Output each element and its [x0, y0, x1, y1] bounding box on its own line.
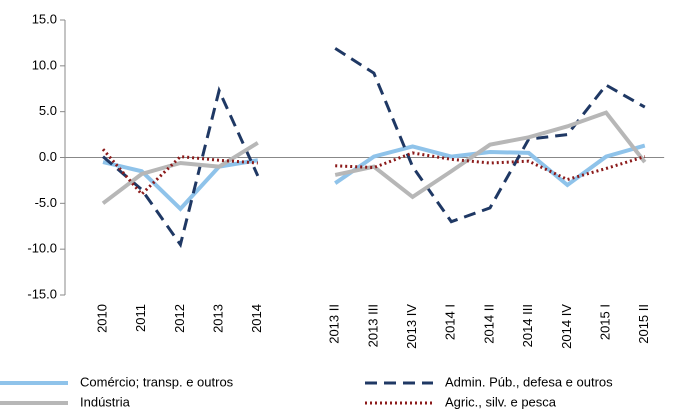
y-tick-label: -10.0 [27, 241, 57, 256]
legend-label: Indústria [80, 394, 131, 409]
y-tick-label: -15.0 [27, 286, 57, 301]
x-tick-label: 2010 [94, 304, 109, 333]
x-tick-label: 2013 [211, 304, 226, 333]
series-line [102, 47, 646, 249]
series-line [101, 148, 646, 197]
legend-label: Admin. Púb., defesa e outros [445, 374, 613, 389]
x-tick-label: 2014 I [443, 304, 458, 340]
x-tick-label: 2015 II [636, 304, 651, 344]
series-line [102, 143, 646, 212]
y-tick-label: 5.0 [39, 103, 57, 118]
x-tick-label: 2014 II [481, 304, 496, 344]
x-tick-label: 2014 III [520, 304, 535, 347]
x-tick-label: 2013 II [327, 304, 342, 344]
x-tick-label: 2012 [172, 304, 187, 333]
legend-label: Comércio; transp. e outros [80, 374, 234, 389]
x-tick-label: 2013 IV [404, 304, 419, 349]
series-line [101, 110, 647, 205]
y-tick-label: 10.0 [32, 57, 57, 72]
x-tick-label: 2014 [249, 304, 264, 333]
x-tick-label: 2014 IV [559, 304, 574, 349]
y-tick-label: 15.0 [32, 11, 57, 26]
x-tick-label: 2015 I [598, 304, 613, 340]
y-tick-label: -5.0 [35, 195, 57, 210]
y-tick-label: 0.0 [39, 149, 57, 164]
x-tick-label: 2013 III [365, 304, 380, 347]
x-tick-label: 2011 [133, 304, 148, 332]
legend-label: Agric., silv. e pesca [445, 394, 557, 409]
